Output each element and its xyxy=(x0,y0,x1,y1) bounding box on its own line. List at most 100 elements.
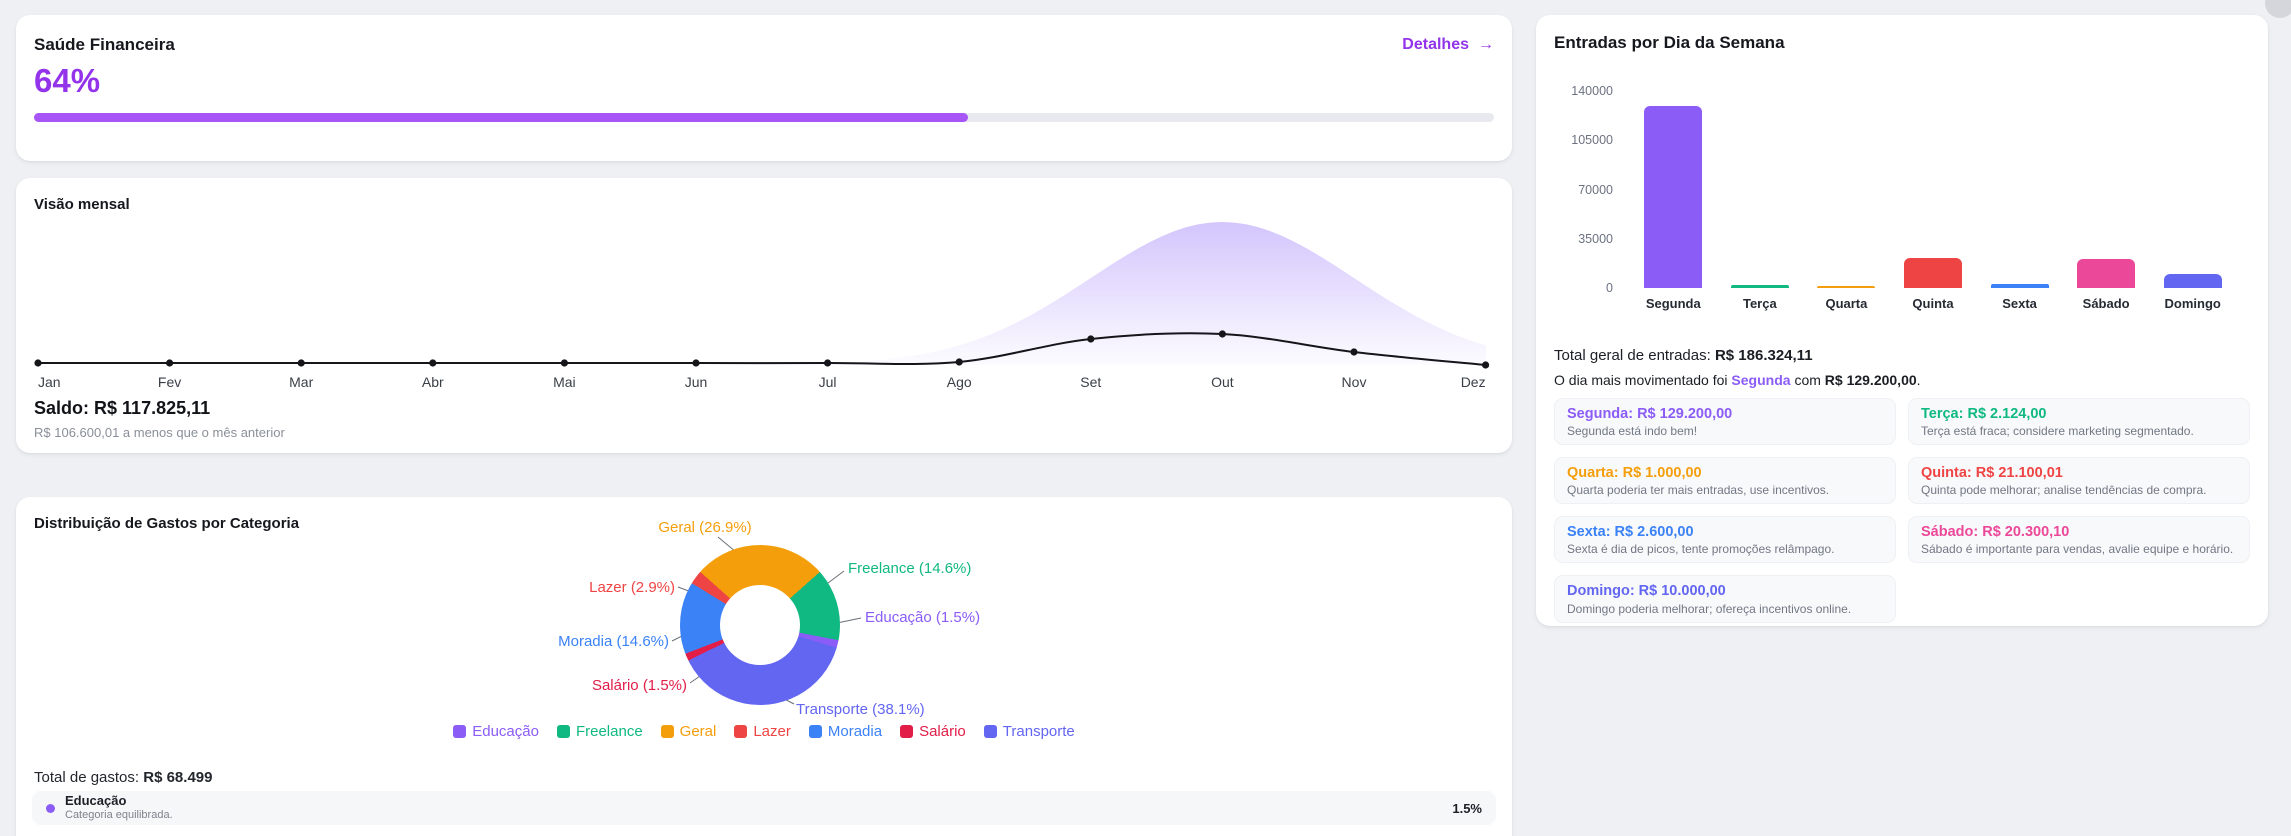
month-axis-label: Jun xyxy=(685,374,708,390)
legend-label: Moradia xyxy=(827,723,883,740)
month-axis-label: Out xyxy=(1211,374,1234,390)
y-axis-tick: 0 xyxy=(1606,281,1613,295)
bar-terça[interactable] xyxy=(1730,285,1789,288)
legend-label: Educação xyxy=(472,723,539,740)
legend-item[interactable]: Transporte xyxy=(983,723,1075,740)
saldo-block: Saldo: R$ 117.825,11 R$ 106.600,01 a men… xyxy=(34,398,285,440)
details-label: Detalhes xyxy=(1402,36,1469,53)
monthly-data-point[interactable] xyxy=(297,359,305,367)
saldo-value: R$ 117.825,11 xyxy=(94,398,211,418)
monthly-data-point[interactable] xyxy=(1350,348,1358,356)
monthly-data-point[interactable] xyxy=(429,359,437,367)
insight-title: Terça: R$ 2.124,00 xyxy=(1921,406,2047,422)
weekday-insight-card: Segunda: R$ 129.200,00 Segunda está indo … xyxy=(1554,398,1896,446)
month-axis-label: Mar xyxy=(289,374,313,390)
legend-item[interactable]: Educação xyxy=(453,723,539,740)
x-axis-label: Quarta xyxy=(1825,296,1868,311)
health-progress-fill xyxy=(34,113,969,122)
monthly-title: Visão mensal xyxy=(34,196,130,213)
legend-swatch xyxy=(734,725,748,738)
category-row-text: Educação Categoria equilibrada. xyxy=(65,793,173,822)
donut-chart[interactable] xyxy=(680,545,840,705)
weekday-insight-card: Quinta: R$ 21.100,01 Quinta pode melhorar… xyxy=(1908,457,2250,505)
total-expenses-label: Total de gastos: xyxy=(34,769,140,786)
category-distribution-card: Distribuição de Gastos por Categoria Edu… xyxy=(16,497,1512,836)
weekday-bar-chart: Segunda Terça Quarta Quinta Sexta Sábado Domin… xyxy=(1536,15,2268,626)
monthly-data-point[interactable] xyxy=(560,359,569,367)
bar-sábado[interactable] xyxy=(2077,259,2136,288)
monthly-data-point[interactable] xyxy=(166,359,174,367)
month-axis-label: Mai xyxy=(553,374,576,390)
insight-title: Quinta: R$ 21.100,01 xyxy=(1921,465,2063,482)
legend-item[interactable]: Moradia xyxy=(808,723,883,740)
bar-quarta[interactable] xyxy=(1817,286,1876,288)
monthly-line-chart[interactable]: Jan Fev Mar Abr Mai Jun Jul Ago Set Out Nov Dez xyxy=(34,206,1494,391)
saldo-text: Saldo: R$ 117.825,11 xyxy=(34,398,285,419)
health-progress-track xyxy=(34,113,1494,122)
bar-quinta[interactable] xyxy=(1904,258,1962,288)
monthly-data-point[interactable] xyxy=(824,359,832,367)
total-expenses: Total de gastos: R$ 68.499 xyxy=(34,769,212,786)
month-axis-label: Jan xyxy=(38,374,61,390)
weekday-insight-card: Terça: R$ 2.124,00 Terça está fraca; cons… xyxy=(1908,398,2250,446)
legend-item[interactable]: Lazer xyxy=(734,723,791,740)
legend-swatch xyxy=(808,725,822,738)
month-axis-label: Nov xyxy=(1342,374,1367,390)
weekday-insights-grid: Segunda: R$ 129.200,00 Segunda está indo … xyxy=(1554,398,2250,623)
legend-swatch xyxy=(900,725,914,738)
monthly-data-point[interactable] xyxy=(955,358,963,366)
monthly-data-point[interactable] xyxy=(34,359,42,367)
insight-desc: Quinta pode melhorar; analise tendências… xyxy=(1921,483,2207,498)
month-axis-label: Ago xyxy=(947,374,972,390)
bar-segunda[interactable] xyxy=(1644,106,1703,288)
category-row[interactable]: Educação Categoria equilibrada. 1.5% xyxy=(32,791,1496,825)
weekday-title: Entradas por Dia da Semana xyxy=(1554,33,1785,52)
month-axis-label: Abr xyxy=(422,374,444,390)
insight-desc: Quarta poderia ter mais entradas, use in… xyxy=(1567,483,1830,498)
legend-item[interactable]: Geral xyxy=(660,723,716,740)
month-axis-label: Jul xyxy=(819,374,837,390)
chart-legend: Educação Freelance Geral Lazer Moradia Salári… xyxy=(16,723,1512,740)
x-axis-label: Quinta xyxy=(1912,296,1954,311)
busiest-day: Segunda xyxy=(1731,372,1791,388)
category-row-desc: Categoria equilibrada. xyxy=(65,808,173,821)
legend-label: Salário xyxy=(919,723,966,740)
avatar[interactable] xyxy=(2265,0,2291,18)
category-row-dot xyxy=(46,803,55,813)
monthly-data-point[interactable] xyxy=(1218,330,1226,338)
insight-desc: Terça está fraca; considere marketing se… xyxy=(1921,424,2194,439)
y-axis-tick: 105000 xyxy=(1571,133,1613,148)
monthly-data-point[interactable] xyxy=(1482,361,1490,369)
category-row-percent: 1.5% xyxy=(1452,800,1482,816)
monthly-data-point[interactable] xyxy=(1087,335,1095,343)
legend-item[interactable]: Salário xyxy=(900,723,966,740)
month-axis-label: Dez xyxy=(1461,374,1486,390)
insight-desc: Sábado é importante para vendas, avalie … xyxy=(1921,542,2234,557)
monthly-data-point[interactable] xyxy=(692,359,700,367)
entries-total-value: R$ 186.324,11 xyxy=(1714,347,1813,364)
insight-title: Domingo: R$ 10.000,00 xyxy=(1567,583,1726,600)
insight-title: Quarta: R$ 1.000,00 xyxy=(1567,465,1702,482)
donut-hole xyxy=(720,585,800,665)
donut-slice-label: Lazer (2.9%) xyxy=(589,579,675,596)
legend-label: Freelance xyxy=(575,723,643,740)
legend-swatch xyxy=(983,725,997,738)
monthly-highlight-area xyxy=(34,222,1486,365)
bar-domingo[interactable] xyxy=(2163,273,2222,288)
legend-swatch xyxy=(453,725,467,738)
x-axis-label: Domingo xyxy=(2164,296,2221,311)
legend-swatch xyxy=(556,725,570,738)
donut-connector xyxy=(836,617,862,624)
legend-item[interactable]: Freelance xyxy=(556,723,643,740)
details-link[interactable]: Detalhes → xyxy=(1402,36,1494,54)
distribution-title: Distribuição de Gastos por Categoria xyxy=(34,515,300,532)
x-axis-label: Sábado xyxy=(2082,296,2130,311)
weekday-entries-card: Entradas por Dia da Semana 140000 105000 7… xyxy=(1536,15,2268,626)
health-percent-value: 64% xyxy=(34,62,101,99)
saldo-label: Saldo: xyxy=(34,398,90,418)
bar-sexta[interactable] xyxy=(1990,284,2049,288)
donut-slice-label: Transporte (38.1%) xyxy=(796,701,925,718)
y-axis-tick: 35000 xyxy=(1578,231,1613,246)
donut-slice-label: Salário (1.5%) xyxy=(591,677,687,694)
